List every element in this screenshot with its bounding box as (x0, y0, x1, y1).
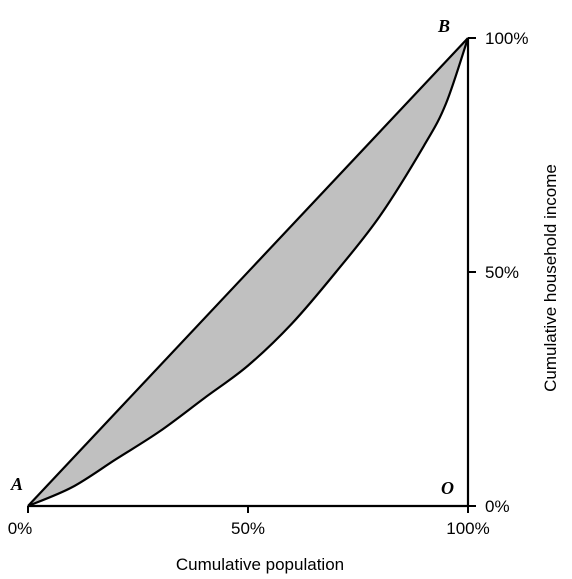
y-ticks: 0% 50% 100% (468, 29, 528, 516)
x-tick-label: 0% (8, 519, 33, 538)
point-labels: A B O (10, 16, 454, 498)
x-tick-label: 50% (231, 519, 265, 538)
y-tick-label: 0% (485, 497, 510, 516)
lorenz-curve (27, 37, 470, 508)
point-label-b: B (437, 16, 450, 36)
point-label-a: A (10, 474, 23, 494)
x-ticks: 0% 50% 100% (8, 506, 490, 538)
x-axis-title: Cumulative population (176, 555, 344, 574)
point-label-o: O (441, 478, 454, 498)
y-tick-label: 50% (485, 263, 519, 282)
y-axis-title: Cumulative household income (541, 164, 560, 392)
y-tick-label: 100% (485, 29, 528, 48)
x-tick-label: 100% (446, 519, 489, 538)
line-of-equality (27, 37, 469, 507)
